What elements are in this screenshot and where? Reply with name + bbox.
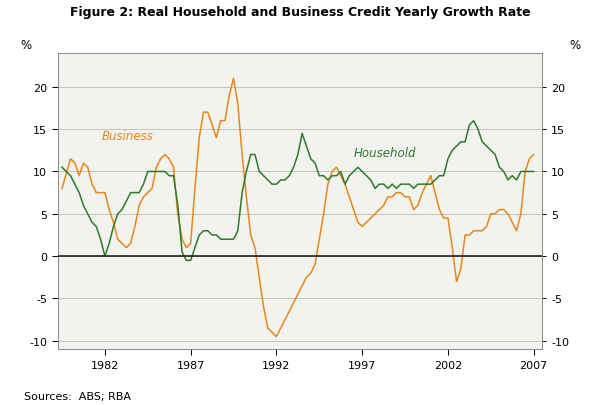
- Text: %: %: [20, 39, 31, 52]
- Text: Business: Business: [101, 130, 154, 143]
- Text: %: %: [569, 39, 580, 52]
- Text: Figure 2: Real Household and Business Credit Yearly Growth Rate: Figure 2: Real Household and Business Cr…: [70, 6, 530, 19]
- Text: Household: Household: [353, 147, 416, 160]
- Text: Sources:  ABS; RBA: Sources: ABS; RBA: [24, 391, 131, 401]
